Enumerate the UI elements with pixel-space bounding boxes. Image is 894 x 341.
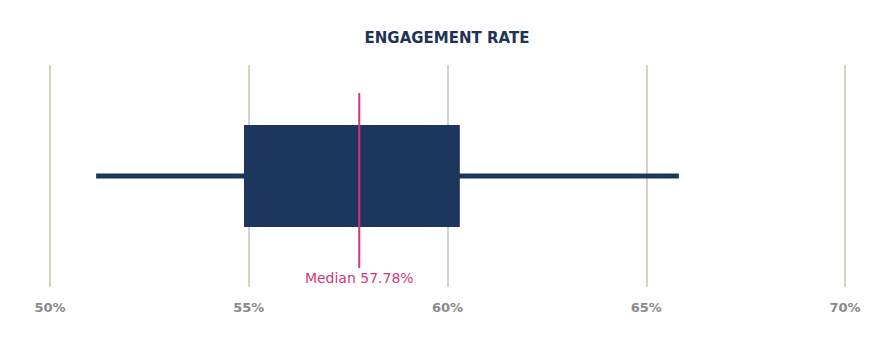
- svg-text:65%: 65%: [631, 300, 662, 315]
- svg-text:70%: 70%: [829, 300, 860, 315]
- svg-text:Median 57.78%: Median 57.78%: [305, 270, 414, 286]
- svg-text:50%: 50%: [34, 300, 65, 315]
- svg-text:60%: 60%: [432, 300, 463, 315]
- svg-text:55%: 55%: [233, 300, 264, 315]
- svg-text:ENGAGEMENT RATE: ENGAGEMENT RATE: [365, 29, 530, 47]
